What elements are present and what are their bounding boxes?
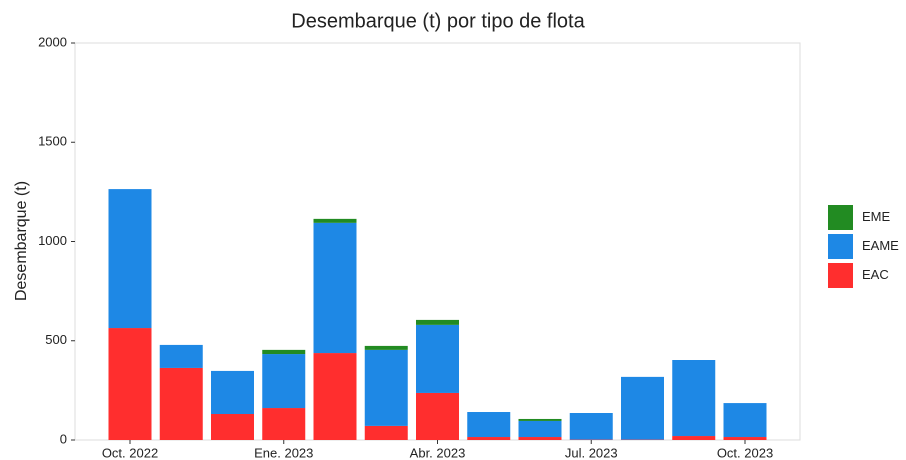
bar-segment <box>723 437 767 440</box>
y-tick-label: 500 <box>45 332 67 347</box>
bar-segment <box>416 324 459 393</box>
bar-segment <box>518 420 562 438</box>
y-tick-label: 1500 <box>38 134 67 149</box>
bar-segment <box>364 345 408 350</box>
bar-segment <box>262 349 306 355</box>
bar-segment <box>108 189 152 329</box>
bar-segment <box>211 370 254 414</box>
bar-segment <box>621 376 664 440</box>
legend-label: EAME <box>862 238 899 253</box>
bar-segment <box>262 408 306 440</box>
bar-segment <box>313 353 357 440</box>
chart-title: Desembarque (t) por tipo de flota <box>291 10 585 32</box>
bar-segment <box>262 354 306 409</box>
bar-segment <box>364 425 408 440</box>
bar-segment <box>518 418 562 421</box>
y-tick-label: 1000 <box>38 233 67 248</box>
bar-segment <box>108 328 152 440</box>
legend-label: EME <box>862 209 891 224</box>
bar-segment <box>723 403 767 438</box>
bar-segment <box>313 218 357 223</box>
x-tick-label: Ene. 2023 <box>254 445 313 460</box>
x-tick-label: Oct. 2022 <box>102 445 158 460</box>
bar-segment <box>211 413 254 440</box>
x-tick-label: Abr. 2023 <box>410 445 466 460</box>
y-tick-label: 0 <box>60 431 67 446</box>
bar-segment <box>313 222 357 354</box>
bar-segment <box>416 319 459 325</box>
bar-segment <box>672 360 716 437</box>
bar-segment <box>364 349 408 426</box>
bar-segment <box>467 412 511 438</box>
bar-segment <box>569 413 613 440</box>
x-tick-label: Oct. 2023 <box>717 445 773 460</box>
legend-label: EAC <box>862 267 889 282</box>
y-tick-label: 2000 <box>38 34 67 49</box>
bar-segment <box>467 437 511 440</box>
legend-swatch <box>828 234 853 259</box>
bar-segment <box>518 437 562 440</box>
bar-segment <box>416 392 459 440</box>
bar-segment <box>159 367 203 440</box>
bar-segment <box>159 344 203 368</box>
legend-swatch <box>828 205 853 230</box>
legend-swatch <box>828 263 853 288</box>
bar-segment <box>672 436 716 440</box>
y-axis-label: Desembarque (t) <box>13 181 30 301</box>
x-tick-label: Jul. 2023 <box>565 445 618 460</box>
